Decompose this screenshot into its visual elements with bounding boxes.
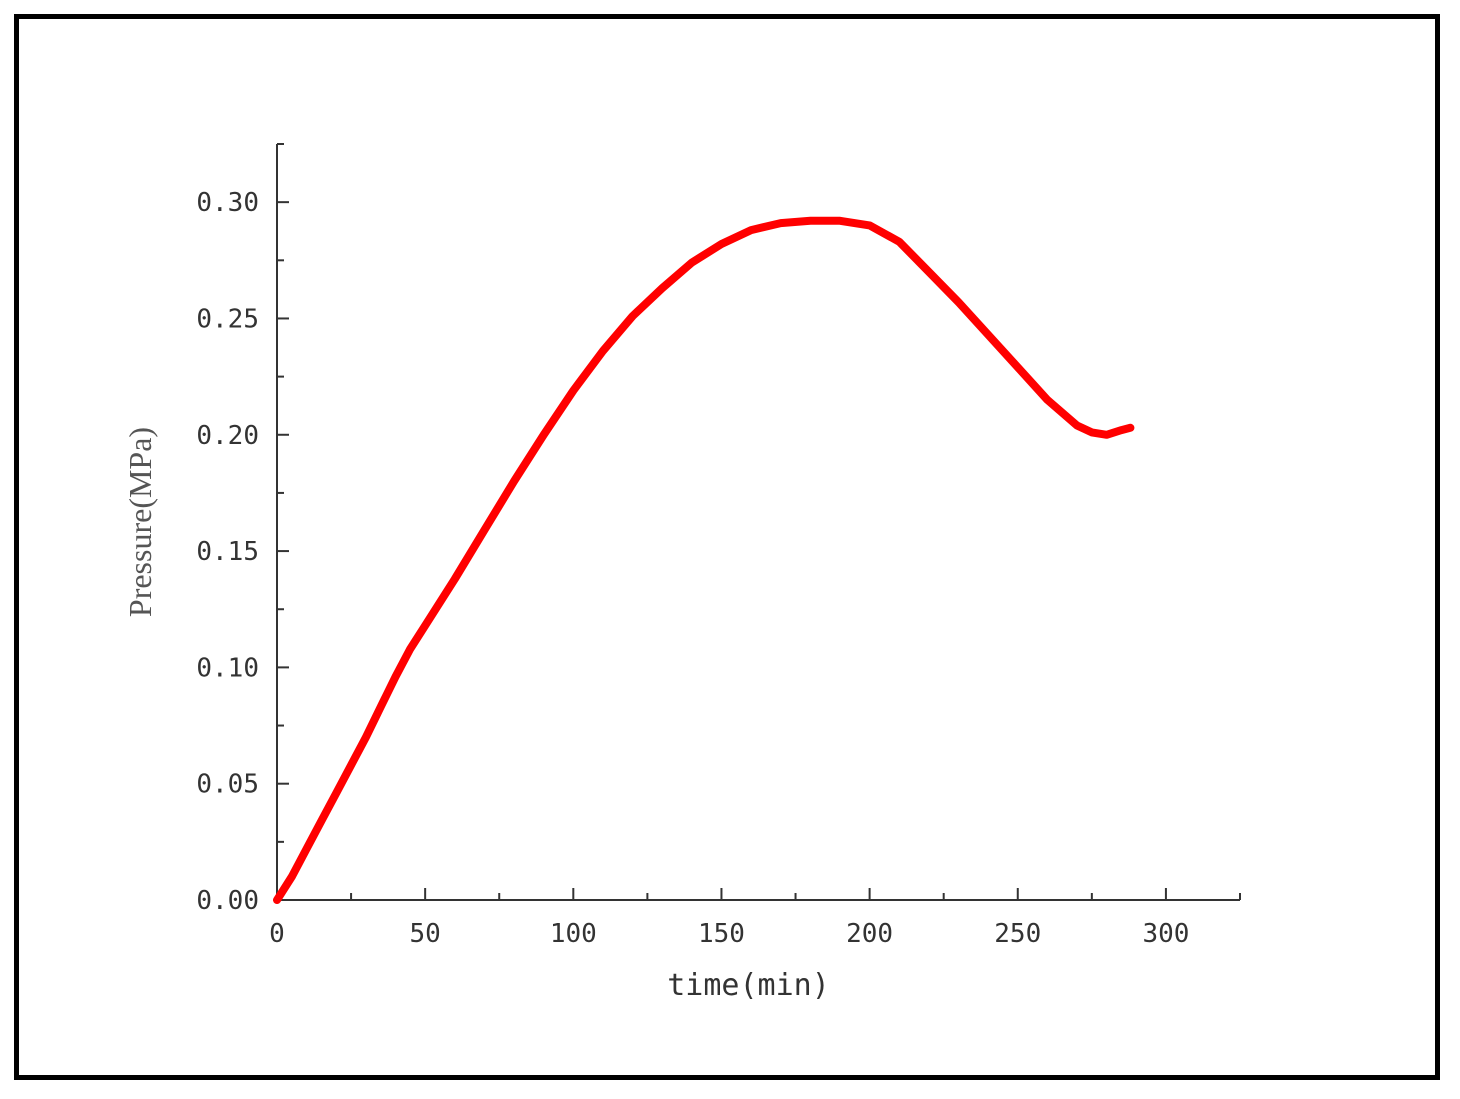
x-tick-label: 250 [994, 919, 1041, 949]
y-tick-label: 0.00 [196, 886, 259, 916]
y-tick-label: 0.20 [196, 421, 259, 451]
y-tick-label: 0.05 [196, 770, 259, 800]
x-tick-label: 150 [698, 919, 745, 949]
y-tick-label: 0.15 [196, 537, 259, 567]
axes [276, 144, 1240, 901]
series-group [273, 216, 1135, 904]
x-tick-label: 200 [846, 919, 893, 949]
y-tick-label: 0.10 [196, 653, 259, 683]
x-tick-label: 0 [269, 919, 285, 949]
series-line [273, 216, 1135, 904]
x-tick-label: 100 [550, 919, 597, 949]
line-chart: 0 50 100 150 200 250 300 0.000.050.100.150.200… [122, 143, 1241, 1003]
y-axis-title: Pressure(MPa) [122, 427, 158, 617]
x-tick-label: 50 [409, 919, 440, 949]
y-tick-label: 0.30 [196, 188, 259, 218]
x-ticks: 0 50 100 150 200 250 300 [269, 888, 1241, 949]
x-tick-label: 300 [1142, 919, 1189, 949]
x-axis-title: time(min) [667, 968, 830, 1003]
y-ticks: 0.00 0.05 0.10 0.15 0.20 0.25 0.30 [196, 143, 289, 916]
y-tick-label: 0.25 [196, 304, 259, 334]
chart-frame: 0 50 100 150 200 250 300 0.00 0.05 0.10 0.15 0.20 0… [14, 14, 1440, 1080]
